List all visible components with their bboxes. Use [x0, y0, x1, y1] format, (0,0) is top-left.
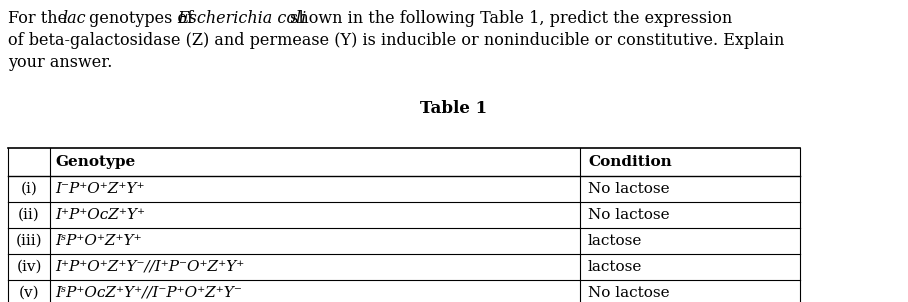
Text: Table 1: Table 1 — [420, 100, 488, 117]
Text: lactose: lactose — [588, 260, 642, 274]
Text: of beta-galactosidase (Z) and permease (Y) is inducible or noninducible or const: of beta-galactosidase (Z) and permease (… — [8, 32, 785, 49]
Text: No lactose: No lactose — [588, 208, 669, 222]
Text: genotypes of: genotypes of — [84, 10, 198, 27]
Text: (iv): (iv) — [16, 260, 42, 274]
Text: I⁺P⁺OᴄZ⁺Y⁺: I⁺P⁺OᴄZ⁺Y⁺ — [55, 208, 145, 222]
Text: (ii): (ii) — [18, 208, 40, 222]
Text: IˢP⁺OᴄZ⁺Y⁺//I⁻P⁺O⁺Z⁺Y⁻: IˢP⁺OᴄZ⁺Y⁺//I⁻P⁺O⁺Z⁺Y⁻ — [55, 286, 242, 300]
Text: Escherichia coli: Escherichia coli — [177, 10, 306, 27]
Text: shown in the following Table 1, predict the expression: shown in the following Table 1, predict … — [285, 10, 732, 27]
Text: I⁺P⁺O⁺Z⁺Y⁻//I⁺P⁻O⁺Z⁺Y⁺: I⁺P⁺O⁺Z⁺Y⁻//I⁺P⁻O⁺Z⁺Y⁺ — [55, 260, 244, 274]
Text: I⁻P⁺O⁺Z⁺Y⁺: I⁻P⁺O⁺Z⁺Y⁺ — [55, 182, 144, 196]
Text: Genotype: Genotype — [55, 155, 135, 169]
Text: (v): (v) — [19, 286, 39, 300]
Text: lactose: lactose — [588, 234, 642, 248]
Text: (iii): (iii) — [15, 234, 43, 248]
Text: your answer.: your answer. — [8, 54, 113, 71]
Text: (i): (i) — [21, 182, 37, 196]
Text: Condition: Condition — [588, 155, 672, 169]
Text: No lactose: No lactose — [588, 286, 669, 300]
Text: For the: For the — [8, 10, 73, 27]
Text: IˢP⁺O⁺Z⁺Y⁺: IˢP⁺O⁺Z⁺Y⁺ — [55, 234, 142, 248]
Text: lac: lac — [62, 10, 85, 27]
Text: No lactose: No lactose — [588, 182, 669, 196]
